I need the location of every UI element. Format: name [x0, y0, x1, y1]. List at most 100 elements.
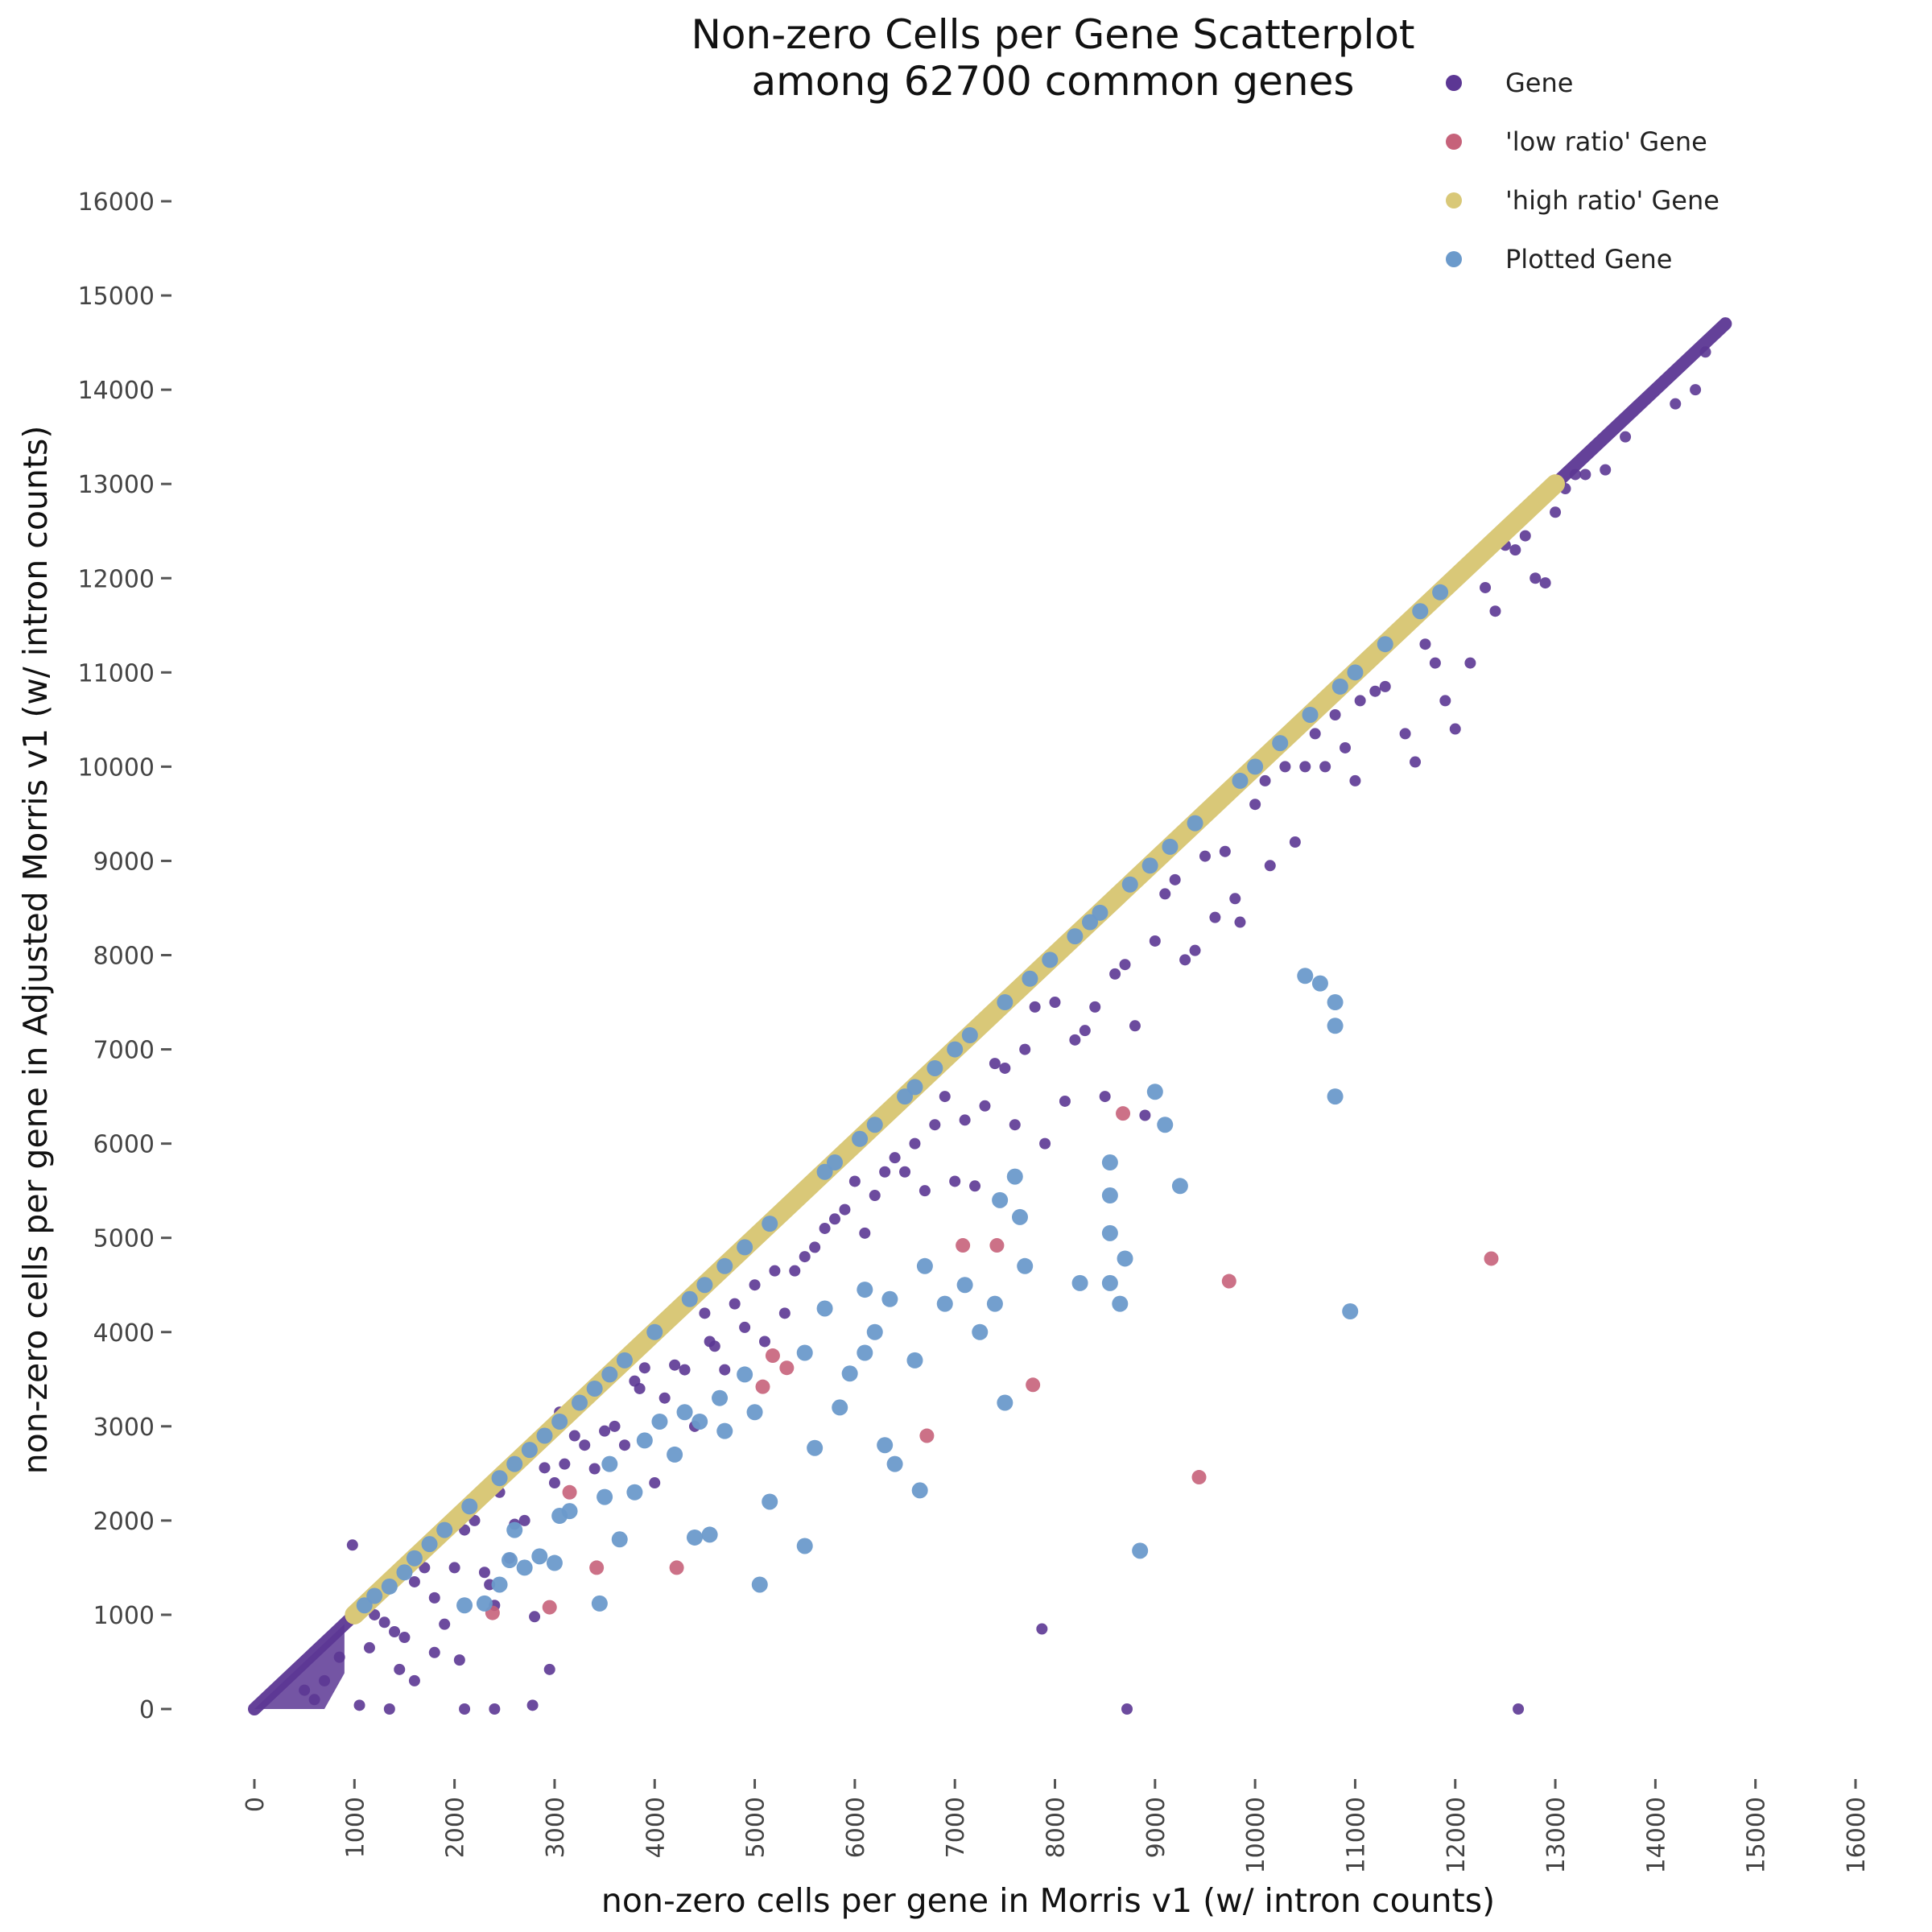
gene-point [989, 1058, 1001, 1070]
gene-point [1309, 728, 1321, 740]
gene-point [518, 1514, 530, 1526]
plotted-gene-point [716, 1257, 733, 1274]
plotted-gene-point [986, 1295, 1003, 1312]
gene-point [526, 1699, 539, 1711]
plotted-gene-point [676, 1404, 693, 1421]
gene-point [1329, 708, 1341, 720]
plotted-gene-point [491, 1576, 508, 1593]
plotted-gene-point [1112, 1295, 1129, 1312]
gene-point [669, 1359, 681, 1371]
plotted-gene-point [1101, 1154, 1118, 1171]
plotted-gene-point [992, 1191, 1009, 1208]
plotted-gene-point [762, 1493, 778, 1510]
plotted-gene-point [561, 1503, 578, 1520]
plotted-gene-point [1011, 1208, 1028, 1225]
plotted-gene-point [852, 1130, 869, 1147]
plotted-gene-point [796, 1538, 813, 1554]
gene-point [719, 1364, 731, 1376]
plotted-gene-point [1101, 1187, 1118, 1204]
plotted-gene-point [897, 1088, 914, 1105]
y-tick-label: 8000 [93, 943, 155, 971]
gene-point [459, 1703, 471, 1715]
x-tick-label: 13000 [1542, 1797, 1571, 1873]
plotted-gene-point [816, 1300, 833, 1317]
low-ratio-gene-point [1026, 1377, 1041, 1393]
gene-point [819, 1222, 831, 1234]
plotted-gene-point [1162, 838, 1179, 855]
plotted-gene-point [1232, 772, 1249, 789]
gene-point [428, 1646, 440, 1658]
plotted-gene-point [737, 1366, 753, 1383]
plotted-gene-point [651, 1413, 668, 1430]
plotted-gene-point [972, 1323, 989, 1340]
plotted-gene-point [1022, 970, 1038, 987]
gene-point [579, 1439, 591, 1451]
plotted-gene-point [572, 1394, 588, 1411]
plotted-gene-point [881, 1290, 898, 1307]
gene-point [679, 1364, 691, 1376]
x-tick-label: 15000 [1743, 1797, 1771, 1873]
gene-point [708, 1340, 720, 1352]
x-tick-label: 6000 [842, 1797, 870, 1858]
gene-point [1169, 873, 1181, 886]
plotted-gene-point [1327, 994, 1344, 1011]
gene-point [749, 1279, 761, 1291]
plotted-gene-point [1117, 1250, 1133, 1267]
legend-label: 'high ratio' Gene [1505, 185, 1719, 216]
plotted-gene-point [1311, 975, 1328, 992]
gene-point [829, 1213, 841, 1225]
gene-point [769, 1265, 781, 1277]
plotted-gene-point [551, 1413, 568, 1430]
plotted-gene-point [681, 1290, 698, 1307]
plotted-gene-point [911, 1482, 928, 1499]
plotted-gene-point [1272, 735, 1289, 752]
plotted-gene-point [421, 1536, 438, 1553]
low-ratio-gene-point [542, 1600, 557, 1615]
gene-point [559, 1458, 571, 1470]
gene-point [1464, 657, 1476, 669]
gene-point [363, 1641, 375, 1653]
plotted-gene-point [751, 1576, 768, 1593]
plotted-gene-point [936, 1295, 953, 1312]
gene-point [398, 1632, 411, 1644]
plotted-gene-point [461, 1498, 478, 1515]
gene-point [1439, 695, 1451, 707]
gene-point [809, 1241, 821, 1253]
plotted-gene-point [816, 1163, 833, 1180]
y-tick-label: 2000 [93, 1508, 155, 1536]
legend-marker [1446, 251, 1462, 267]
y-tick-label: 5000 [93, 1225, 155, 1253]
gene-point [1119, 959, 1131, 971]
chart-title-line-2: among 62700 common genes [752, 58, 1355, 105]
gene-point [489, 1703, 501, 1715]
x-tick-label: 4000 [642, 1797, 670, 1858]
plotted-gene-point [1187, 815, 1203, 832]
gene-point [539, 1462, 551, 1474]
plotted-gene-point [456, 1597, 473, 1614]
plotted-gene-point [796, 1344, 813, 1361]
gene-point [369, 1608, 381, 1620]
y-tick-label: 3000 [93, 1414, 155, 1442]
x-tick-label: 3000 [542, 1797, 570, 1858]
plotted-gene-point [737, 1239, 753, 1256]
gene-point [1059, 1095, 1071, 1107]
plotted-gene-point [947, 1041, 964, 1058]
plotted-gene-point [1377, 636, 1393, 653]
gene-point [699, 1307, 711, 1319]
gene-point [1029, 1001, 1041, 1013]
gene-point [1069, 1034, 1081, 1046]
gene-point [1354, 695, 1366, 707]
gene-point [1299, 761, 1311, 773]
plotted-gene-point [762, 1216, 778, 1232]
plotted-gene-point [626, 1484, 643, 1501]
plotted-gene-point [611, 1531, 628, 1548]
plotted-gene-point [916, 1257, 933, 1274]
low-ratio-gene-point [919, 1428, 935, 1443]
gene-point [969, 1180, 981, 1192]
gene-point [543, 1663, 555, 1675]
gene-point [529, 1611, 541, 1623]
plotted-gene-point [906, 1079, 923, 1096]
x-tick-label: 0 [242, 1797, 270, 1812]
gene-point [1530, 572, 1542, 584]
